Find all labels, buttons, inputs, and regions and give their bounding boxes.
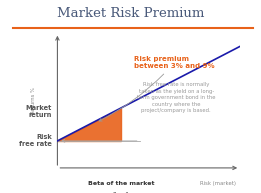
Text: Risk (market): Risk (market) [200, 181, 236, 186]
Text: Risk premium
between 3% and 9%: Risk premium between 3% and 9% [99, 56, 215, 121]
Text: Market
return: Market return [26, 105, 52, 118]
Text: Risk
free rate: Risk free rate [19, 134, 52, 147]
Text: Returns %: Returns % [31, 87, 36, 114]
Text: β = 1: β = 1 [113, 192, 129, 193]
Text: Risk free rate is normally
taken as the yield on a long-
term government bond in: Risk free rate is normally taken as the … [137, 82, 215, 113]
Text: Beta of the market: Beta of the market [88, 181, 155, 186]
Polygon shape [57, 108, 121, 141]
Text: Market Risk Premium: Market Risk Premium [57, 7, 204, 20]
